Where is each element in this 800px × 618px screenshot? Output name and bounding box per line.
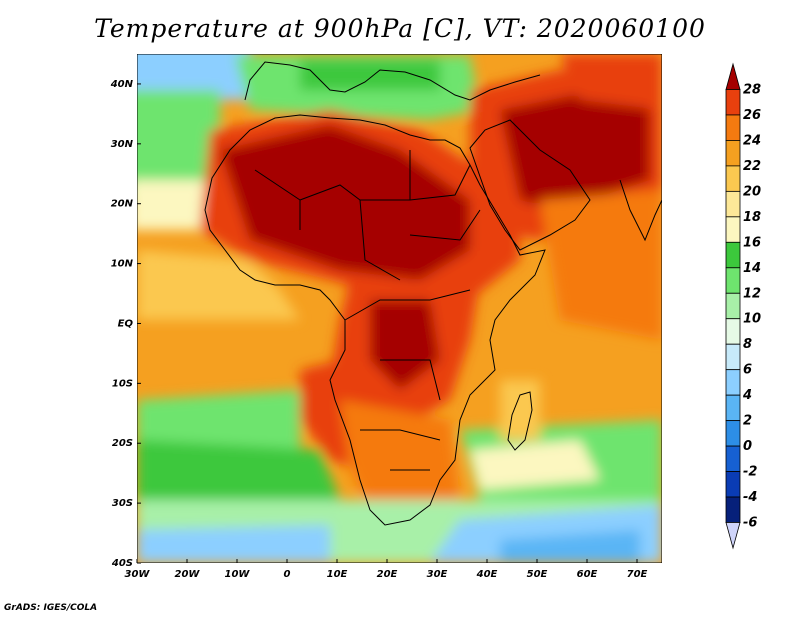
- lon-tick-label: 30W: [125, 569, 151, 580]
- lat-tick-label: 20N: [111, 199, 134, 210]
- colorbar-swatch: [725, 369, 741, 396]
- colorbar-swatch: [725, 190, 741, 218]
- lon-tick-label: 10E: [327, 569, 348, 580]
- colorbar-swatch: [725, 318, 741, 345]
- colorbar-label: 16: [743, 235, 761, 250]
- colorbar-label: 0: [743, 439, 752, 454]
- colorbar-swatch: [725, 522, 741, 550]
- colorbar-swatch: [725, 165, 741, 192]
- colorbar-swatch: [725, 343, 741, 371]
- colorbar-swatch: [725, 267, 741, 294]
- colorbar-label: 12: [743, 286, 761, 301]
- colorbar-label: 28: [743, 82, 761, 97]
- lon-tick-label: 0: [284, 569, 291, 580]
- map-title: Temperature at 900hPa [C], VT: 202006010…: [94, 14, 706, 43]
- lat-tick-label: 40N: [110, 79, 134, 90]
- lon-tick-label: 20E: [377, 569, 398, 580]
- lat-tick-label: EQ: [118, 318, 134, 329]
- colorbar-swatch: [725, 292, 741, 320]
- lat-tick-label: 20S: [112, 438, 133, 449]
- latitude-axis: 40N 30N 20N 10N EQ 10S 20S 30S 40S: [110, 79, 141, 569]
- colorbar-label: 2: [743, 414, 752, 429]
- lon-tick-label: 30E: [427, 569, 448, 580]
- colorbar-swatch: [725, 394, 741, 422]
- coastlines: [204, 61, 662, 526]
- colorbar-label: -4: [743, 490, 757, 505]
- lat-tick-label: 10S: [112, 378, 133, 389]
- colorbar-swatch: [725, 471, 741, 498]
- colorbar-label: 6: [743, 363, 752, 378]
- lon-tick-label: 20W: [175, 569, 201, 580]
- colorbar-swatch: [725, 216, 741, 243]
- longitude-axis: 30W 20W 10W 0 10E 20E 30E 40E 50E 60E 70E: [125, 559, 648, 580]
- lon-tick-label: 50E: [527, 569, 548, 580]
- colorbar-swatch: [725, 241, 741, 269]
- colorbar-swatch: [725, 89, 741, 116]
- colorbar-label: 26: [743, 108, 761, 123]
- colorbar-swatch: [725, 496, 741, 523]
- colorbar-swatch: [725, 445, 741, 472]
- colorbar-label: 10: [743, 312, 761, 327]
- lon-tick-label: 60E: [577, 569, 598, 580]
- colorbar-label: 4: [742, 388, 752, 403]
- lat-tick-label: 30S: [112, 498, 133, 509]
- footer-credit: GrADS: IGES/COLA: [4, 603, 98, 613]
- colorbar-label: -2: [743, 465, 757, 480]
- lon-tick-label: 40E: [476, 569, 498, 580]
- lat-tick-label: 40S: [111, 558, 133, 569]
- colorbar-label: 24: [743, 133, 761, 148]
- colorbar-label: -6: [743, 516, 757, 531]
- colorbar-swatch: [725, 140, 741, 167]
- colorbar-label: 8: [743, 337, 752, 352]
- colorbar-label: 20: [743, 184, 761, 199]
- temperature-field: [137, 54, 662, 563]
- colorbar-swatch: [725, 114, 741, 141]
- lat-tick-label: 30N: [111, 139, 134, 150]
- lon-tick-label: 10W: [225, 569, 251, 580]
- colorbar-label: 22: [743, 159, 761, 174]
- colorbar-label: 18: [743, 210, 761, 225]
- lat-tick-label: 10N: [111, 259, 134, 270]
- lon-tick-label: 70E: [627, 569, 648, 580]
- colorbar-swatch: [725, 62, 741, 90]
- colorbar-label: 14: [743, 261, 761, 276]
- colorbar-swatch: [725, 420, 741, 447]
